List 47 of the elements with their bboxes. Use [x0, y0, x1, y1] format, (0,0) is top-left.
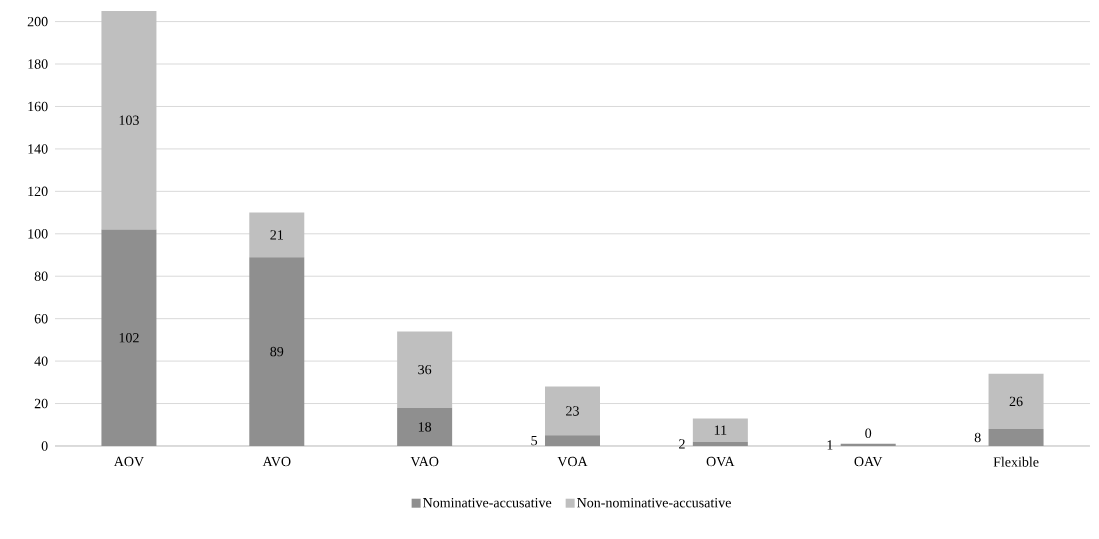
legend-label: Nominative-accusative: [423, 498, 552, 508]
data-label: 23: [566, 406, 579, 416]
y-tick-label: 140: [28, 144, 48, 154]
data-label: 103: [119, 115, 139, 125]
data-label: 21: [270, 230, 283, 240]
bar: [249, 257, 305, 446]
x-tick-label: Flexible: [993, 456, 1039, 467]
data-label: 102: [119, 333, 139, 343]
legend-label: Non-nominative-accusative: [577, 498, 731, 508]
y-tick-label: 120: [28, 186, 48, 197]
data-label: 2: [679, 439, 685, 449]
data-label: 26: [1009, 396, 1023, 407]
y-tick-label: 40: [34, 356, 48, 366]
bar: [249, 212, 305, 258]
y-tick-label: 200: [27, 16, 48, 27]
data-label: 11: [714, 425, 727, 435]
data-label: 36: [418, 364, 432, 375]
bar: [840, 443, 896, 446]
bar: [988, 429, 1044, 446]
x-tick-label: AVO: [262, 456, 291, 467]
y-tick-label: 100: [28, 229, 48, 239]
bar: [692, 418, 748, 442]
y-tick-label: 0: [41, 441, 48, 451]
bar: [545, 435, 600, 446]
data-label: 18: [418, 422, 432, 432]
x-tick-label: OAV: [854, 456, 883, 467]
bar: [397, 331, 453, 408]
data-label: 5: [531, 436, 538, 446]
y-tick-label: 60: [34, 313, 48, 324]
x-tick-label: AOV: [113, 456, 144, 467]
data-label: 0: [865, 428, 872, 438]
bar: [545, 386, 600, 436]
x-tick-label: OVA: [706, 456, 735, 467]
y-tick-label: 80: [34, 271, 48, 281]
x-tick-label: VAO: [410, 456, 439, 467]
data-label: 1: [827, 440, 833, 450]
y-tick-label: 160: [28, 101, 48, 112]
bar: [397, 407, 453, 446]
bar: [101, 229, 157, 446]
y-tick-label: 20: [34, 398, 48, 409]
bar: [988, 373, 1044, 430]
y-tick-label: 180: [28, 59, 48, 69]
bar: [101, 10, 157, 230]
x-tick-label: VOA: [557, 456, 588, 467]
data-label: 89: [270, 346, 284, 357]
data-label: 8: [974, 432, 981, 443]
bar: [692, 441, 748, 446]
